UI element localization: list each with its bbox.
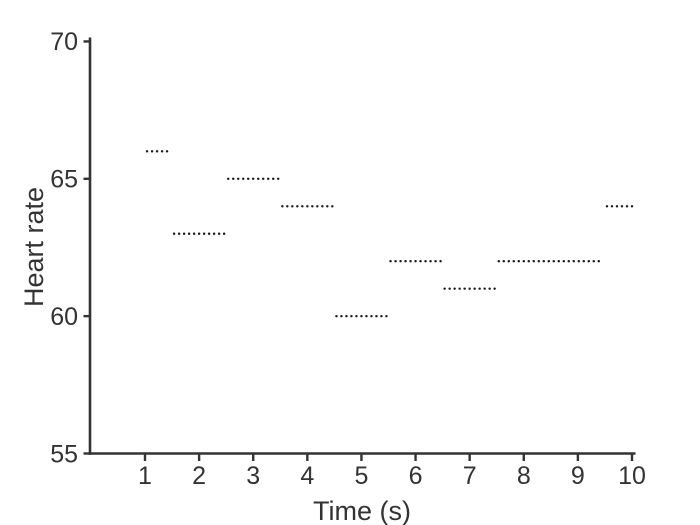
x-tick-label: 7 [463,462,477,490]
y-tick-label: 65 [50,166,78,194]
y-tick-label: 55 [50,440,78,468]
x-tick-label: 8 [517,462,531,490]
y-tick-label: 60 [50,303,78,331]
x-tick-label: 4 [300,462,314,490]
x-tick-label: 3 [246,462,260,490]
data-series-layer [145,150,637,318]
x-tick-label: 9 [571,462,585,490]
x-tick-label: 10 [618,462,646,490]
y-axis-label: Heart rate [19,187,49,307]
x-tick-label: 5 [354,462,368,490]
axes-layer: 55 60 65 70 1 2 3 4 5 6 7 8 9 10 [50,28,646,490]
x-tick-label: 6 [409,462,423,490]
x-tick-label: 2 [192,462,206,490]
x-tick-label: 1 [138,462,152,490]
x-axis-label: Time (s) [313,496,411,525]
y-tick-label: 70 [50,28,78,56]
